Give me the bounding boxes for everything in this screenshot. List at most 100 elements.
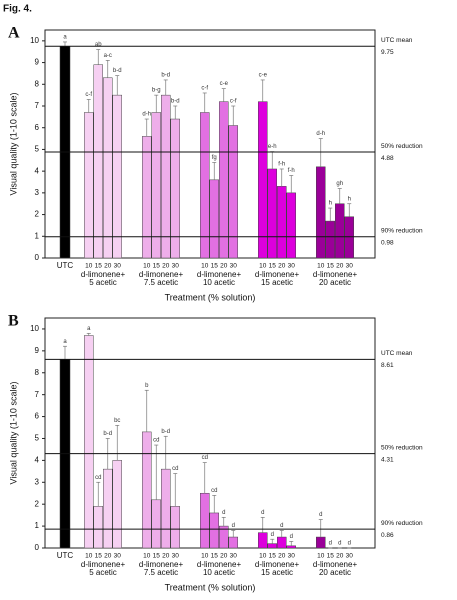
- x-tick-label: 20: [278, 263, 286, 270]
- group-label: d-limonene+: [197, 560, 242, 569]
- reference-value: 8.61: [381, 362, 394, 369]
- group-label: 7.5 acetic: [144, 278, 178, 287]
- y-tick-label: 6: [35, 123, 40, 132]
- significance-letter: a: [87, 326, 91, 332]
- bar: [142, 431, 152, 549]
- significance-letter: d: [222, 510, 225, 516]
- x-tick-label: 10: [259, 263, 267, 270]
- significance-letter: b-d: [161, 73, 170, 79]
- x-tick-label: 30: [288, 553, 296, 560]
- y-tick-label: 3: [35, 477, 40, 486]
- reference-label: 50% reduction: [381, 444, 423, 451]
- x-tick-label: 30: [346, 553, 354, 560]
- group-label: 5 acetic: [89, 568, 117, 577]
- significance-letter: a-c: [104, 53, 112, 59]
- significance-letter: cd: [95, 475, 101, 481]
- significance-letter: cd: [211, 488, 217, 494]
- significance-letter: a: [63, 339, 67, 345]
- bar: [93, 506, 103, 549]
- significance-letter: f-h: [278, 162, 285, 168]
- x-tick-label: 10: [143, 553, 151, 560]
- group-label: 5 acetic: [89, 278, 117, 287]
- group-label: 10 acetic: [203, 568, 235, 577]
- bar: [316, 166, 326, 259]
- significance-letter: b-d: [161, 429, 170, 435]
- group-label: d-limonene+: [255, 560, 300, 569]
- x-tick-label: 30: [230, 553, 238, 560]
- reference-value: 0.98: [381, 239, 394, 246]
- significance-letter: d: [290, 534, 293, 540]
- significance-letter: b-d: [171, 99, 180, 105]
- significance-letter: a: [63, 35, 67, 41]
- bar: [103, 468, 113, 549]
- significance-letter: fg: [212, 155, 217, 161]
- y-tick-label: 1: [35, 231, 40, 240]
- y-tick-label: 10: [30, 324, 39, 333]
- reference-label: UTC mean: [381, 37, 413, 44]
- bar: [286, 545, 296, 549]
- bar: [209, 179, 219, 259]
- x-tick-label: UTC: [57, 261, 74, 270]
- group-label: d-limonene+: [255, 270, 300, 279]
- x-tick-label: 15: [95, 553, 103, 560]
- reference-label: UTC mean: [381, 350, 413, 357]
- figure-title: Fig. 4.: [3, 4, 32, 15]
- x-tick-label: 20: [278, 553, 286, 560]
- bar: [267, 543, 277, 549]
- x-tick-label: 15: [211, 263, 219, 270]
- y-tick-label: 9: [35, 346, 40, 355]
- group-label: 15 acetic: [261, 568, 293, 577]
- y-tick-label: 3: [35, 188, 40, 197]
- significance-letter: c-f: [230, 99, 237, 105]
- group-label: 20 acetic: [319, 278, 351, 287]
- x-tick-label: 10: [85, 263, 93, 270]
- x-tick-label: 15: [211, 553, 219, 560]
- x-tick-label: 30: [230, 263, 238, 270]
- x-tick-label: 10: [259, 553, 267, 560]
- bar: [219, 101, 229, 259]
- x-tick-label: 20: [162, 553, 170, 560]
- bar: [84, 112, 94, 259]
- reference-label: 90% reduction: [381, 520, 423, 527]
- significance-letter: h: [329, 201, 332, 207]
- group-label: d-limonene+: [197, 270, 242, 279]
- x-tick-label: 15: [269, 263, 277, 270]
- significance-letter: h: [348, 196, 351, 202]
- bar: [93, 64, 103, 259]
- bar: [112, 460, 122, 549]
- group-label: 7.5 acetic: [144, 568, 178, 577]
- x-tick-label: 15: [269, 553, 277, 560]
- y-axis-label: Visual quality (1-10 scale): [8, 382, 18, 485]
- y-tick-label: 0: [35, 253, 40, 262]
- group-label: d-limonene+: [313, 270, 358, 279]
- y-tick-label: 9: [35, 58, 40, 67]
- significance-letter: cd: [172, 466, 178, 472]
- significance-letter: d: [280, 523, 283, 529]
- significance-letter: d: [329, 541, 332, 547]
- x-tick-label: 15: [95, 263, 103, 270]
- bar: [200, 492, 210, 549]
- group-label: 10 acetic: [203, 278, 235, 287]
- x-tick-label: 30: [346, 263, 354, 270]
- bar: [209, 512, 219, 549]
- x-tick-label: 30: [114, 263, 122, 270]
- bar: [228, 125, 238, 259]
- y-tick-label: 4: [35, 166, 40, 175]
- x-tick-label: 10: [143, 263, 151, 270]
- x-tick-label: 20: [220, 553, 228, 560]
- bar: [170, 506, 180, 549]
- x-tick-label: 30: [172, 263, 180, 270]
- x-axis-label: Treatment (% solution): [165, 292, 256, 302]
- x-tick-label: 10: [317, 553, 325, 560]
- significance-letter: ab: [95, 42, 102, 48]
- bar: [200, 112, 210, 259]
- x-tick-label: 10: [201, 263, 209, 270]
- significance-letter: gh: [336, 181, 343, 187]
- significance-letter: f-h: [288, 168, 295, 174]
- bar: [84, 335, 94, 549]
- x-tick-label: 20: [162, 263, 170, 270]
- group-label: 20 acetic: [319, 568, 351, 577]
- bar: [142, 136, 152, 259]
